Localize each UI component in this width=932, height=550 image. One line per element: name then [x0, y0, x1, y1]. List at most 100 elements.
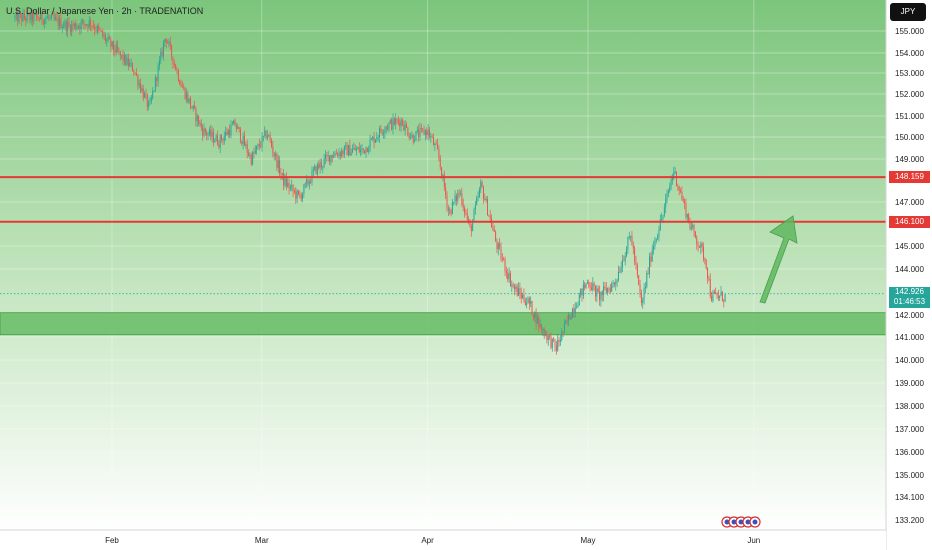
candle — [245, 141, 247, 149]
candle — [651, 244, 653, 262]
candle — [18, 9, 20, 25]
candle — [156, 76, 158, 87]
candle — [524, 297, 526, 306]
time-axis[interactable] — [0, 530, 886, 550]
candle — [140, 78, 142, 94]
y-tick-label: 137.000 — [895, 425, 924, 434]
candle — [423, 125, 425, 136]
candle — [88, 15, 90, 30]
candle — [86, 23, 88, 27]
candle — [534, 311, 536, 322]
candle — [164, 38, 166, 48]
candle — [383, 129, 385, 139]
candle — [211, 126, 213, 143]
candle — [488, 214, 490, 217]
economic-event-icon[interactable] — [749, 516, 761, 528]
candle — [558, 336, 560, 347]
candle — [325, 149, 326, 165]
candle — [703, 242, 704, 262]
candle — [395, 113, 397, 130]
candle — [439, 154, 441, 171]
candle — [173, 59, 175, 68]
candle — [717, 289, 719, 301]
candle — [661, 212, 663, 222]
candle — [311, 166, 313, 186]
candle — [260, 141, 262, 149]
candle — [115, 40, 117, 56]
candle — [320, 158, 322, 171]
candle — [565, 319, 567, 325]
candle — [511, 280, 513, 292]
candle — [261, 132, 263, 152]
candle — [327, 150, 329, 162]
candle — [542, 327, 544, 337]
candle — [593, 281, 595, 291]
candle — [203, 123, 205, 138]
candle — [408, 132, 410, 141]
candle — [428, 126, 430, 140]
candle — [179, 79, 181, 86]
support-zone[interactable] — [0, 312, 887, 336]
candle — [415, 131, 417, 142]
candle — [110, 36, 112, 53]
candle — [562, 331, 564, 338]
candle — [686, 213, 688, 222]
candle — [322, 165, 324, 174]
candle — [165, 37, 167, 49]
candle — [215, 133, 217, 142]
candle — [636, 262, 638, 279]
plot-area-gradient — [0, 0, 886, 530]
candle — [133, 69, 135, 76]
candle — [339, 150, 341, 160]
candle — [685, 198, 687, 220]
candle — [388, 121, 390, 133]
candle — [642, 297, 644, 309]
candle — [649, 252, 650, 279]
candle — [557, 334, 559, 352]
candle — [289, 184, 291, 192]
candlestick-series — [14, 6, 726, 355]
candle — [183, 83, 185, 91]
candle — [624, 252, 626, 266]
candle — [37, 12, 39, 21]
candle — [536, 313, 538, 325]
projection-arrow-icon[interactable] — [759, 215, 798, 304]
candle — [121, 54, 123, 59]
currency-button[interactable]: JPY — [890, 3, 926, 21]
candle — [248, 149, 250, 157]
candle — [508, 267, 510, 283]
candle — [204, 127, 206, 136]
candle — [68, 17, 70, 28]
candle — [90, 17, 92, 32]
candle — [362, 148, 364, 154]
candle — [369, 134, 371, 153]
candle — [694, 231, 696, 239]
candle — [145, 88, 147, 100]
candle — [650, 252, 652, 267]
candle — [617, 265, 619, 282]
candle — [466, 208, 468, 223]
candle — [607, 287, 609, 296]
candle — [381, 129, 383, 137]
candle — [130, 58, 132, 68]
candle — [689, 217, 691, 231]
y-tick-label: 136.000 — [895, 448, 924, 457]
candle — [574, 302, 576, 318]
candle — [268, 133, 270, 138]
candle — [180, 79, 182, 88]
candle — [190, 95, 191, 110]
candle — [148, 99, 150, 110]
candle — [163, 39, 164, 61]
candle — [30, 9, 32, 25]
candle — [379, 125, 380, 143]
candle — [361, 143, 363, 155]
candle — [682, 195, 684, 203]
candle — [253, 147, 255, 159]
candle — [449, 207, 451, 215]
candle — [103, 31, 105, 40]
candle — [126, 53, 128, 67]
candle — [198, 115, 200, 127]
candle — [77, 24, 79, 30]
price-axis[interactable] — [886, 0, 932, 550]
